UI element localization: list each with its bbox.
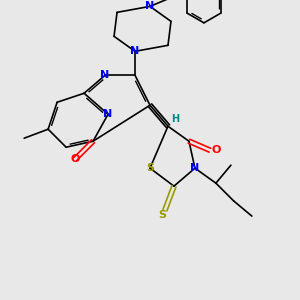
Text: O: O <box>70 154 80 164</box>
Text: N: N <box>103 109 113 119</box>
Text: S: S <box>146 163 154 173</box>
Text: N: N <box>146 2 154 11</box>
Text: N: N <box>130 46 140 56</box>
Text: N: N <box>100 70 110 80</box>
Text: O: O <box>211 145 220 155</box>
Text: H: H <box>171 114 179 124</box>
Text: N: N <box>190 163 200 173</box>
Text: S: S <box>158 210 166 220</box>
